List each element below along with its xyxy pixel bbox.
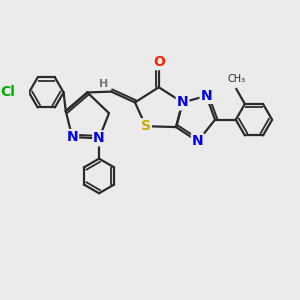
Text: N: N xyxy=(93,131,105,145)
Text: N: N xyxy=(177,95,188,110)
Text: N: N xyxy=(200,89,212,103)
Text: N: N xyxy=(192,134,203,148)
Text: O: O xyxy=(153,55,165,69)
Text: CH₃: CH₃ xyxy=(227,74,245,84)
Text: H: H xyxy=(99,79,108,89)
Text: N: N xyxy=(66,130,78,144)
Text: Cl: Cl xyxy=(0,85,15,100)
Text: S: S xyxy=(141,119,151,133)
